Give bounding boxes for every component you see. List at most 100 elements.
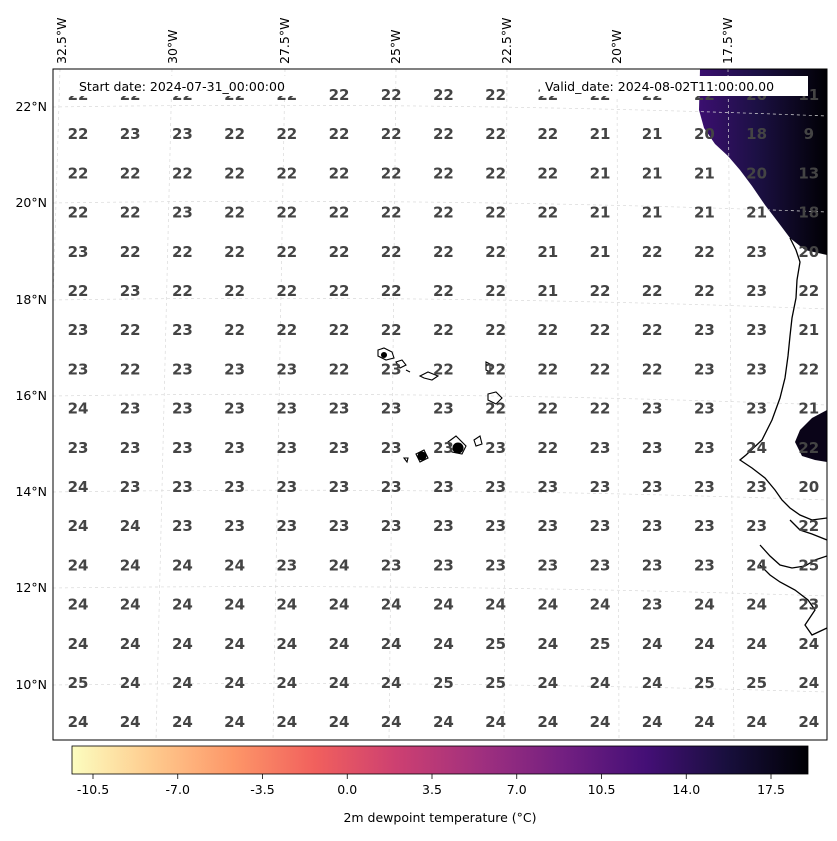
- grid-value: 23: [537, 556, 558, 574]
- grid-value: 25: [746, 674, 767, 692]
- grid-value: 24: [694, 713, 715, 731]
- grid-value: 22: [798, 439, 819, 457]
- grid-value: 24: [224, 713, 245, 731]
- grid-value: 23: [276, 517, 297, 535]
- grid-value: 23: [381, 400, 402, 418]
- grid-value: 23: [172, 204, 193, 222]
- grid-value: 23: [172, 321, 193, 339]
- coastline: [738, 237, 827, 636]
- grid-value: 23: [120, 478, 141, 496]
- longitude-label: 30°W: [165, 29, 180, 64]
- grid-value: 23: [590, 439, 611, 457]
- grid-value: 23: [694, 439, 715, 457]
- map-frame: [52, 68, 828, 741]
- grid-value: 21: [590, 243, 611, 261]
- longitude-label: 17.5°W: [720, 18, 735, 64]
- grid-value: 22: [433, 164, 454, 182]
- grid-value: 24: [433, 713, 454, 731]
- latitude-labels: 22°N 20°N 18°N 16°N 14°N 12°N 10°N: [15, 99, 47, 692]
- grid-value: 22: [642, 243, 663, 261]
- grid-value: 24: [381, 713, 402, 731]
- colorbar-label: 2m dewpoint temperature (°C): [343, 810, 536, 825]
- grid-value: 23: [485, 517, 506, 535]
- grid-value: 24: [590, 674, 611, 692]
- grid-value: 22: [485, 282, 506, 300]
- grid-value: 22: [276, 282, 297, 300]
- grid-value: 22: [537, 400, 558, 418]
- grid-value: 23: [172, 478, 193, 496]
- colorbar-tick-label: -3.5: [250, 782, 274, 797]
- grid-value: 23: [172, 125, 193, 143]
- grid-value: 23: [485, 478, 506, 496]
- grid-value: 22: [381, 321, 402, 339]
- colorbar-gradient: [71, 745, 809, 775]
- grid-value: 24: [798, 635, 819, 653]
- grid-value: 23: [433, 556, 454, 574]
- grid-value: 22: [120, 164, 141, 182]
- grid-value: 24: [68, 556, 89, 574]
- grid-value: 24: [172, 713, 193, 731]
- grid-value: 22: [329, 321, 350, 339]
- grid-value: 24: [642, 635, 663, 653]
- grid-value: 23: [329, 517, 350, 535]
- grid-value: 25: [433, 674, 454, 692]
- latitude-label: 18°N: [15, 292, 47, 307]
- grid-value: 23: [381, 517, 402, 535]
- grid-value: 22: [433, 243, 454, 261]
- grid-value: 24: [68, 478, 89, 496]
- grid-value: 22: [694, 243, 715, 261]
- grid-value: 9: [804, 125, 814, 143]
- latitude-label: 20°N: [15, 195, 47, 210]
- dewpoint-grid-values: 2222222222222222222222222220112223232222…: [68, 86, 820, 731]
- grid-value: 21: [746, 204, 767, 222]
- grid-value: 24: [694, 596, 715, 614]
- grid-value: 22: [276, 204, 297, 222]
- longitude-label: 25°W: [388, 29, 403, 64]
- grid-value: 22: [329, 360, 350, 378]
- grid-value: 22: [329, 164, 350, 182]
- grid-value: 22: [642, 282, 663, 300]
- grid-value: 25: [798, 556, 819, 574]
- latitude-label: 12°N: [15, 580, 47, 595]
- grid-value: 21: [590, 164, 611, 182]
- grid-value: 23: [694, 478, 715, 496]
- grid-value: 24: [590, 596, 611, 614]
- grid-value: 22: [381, 164, 402, 182]
- grid-value: 22: [590, 360, 611, 378]
- grid-value: 24: [329, 556, 350, 574]
- graticule: [53, 69, 827, 740]
- start-date-label: Start date: 2024-07-31_00:00:00: [79, 79, 285, 94]
- grid-value: 23: [172, 400, 193, 418]
- grid-value: 23: [433, 400, 454, 418]
- grid-value: 23: [746, 478, 767, 496]
- grid-value: 24: [276, 635, 297, 653]
- grid-value: 24: [798, 713, 819, 731]
- grid-value: 22: [329, 243, 350, 261]
- grid-value: 21: [642, 204, 663, 222]
- grid-value: 23: [224, 400, 245, 418]
- colorbar-tick-label: 10.5: [588, 782, 616, 797]
- latitude-label: 22°N: [15, 99, 47, 114]
- grid-value: 23: [381, 556, 402, 574]
- grid-value: 24: [172, 635, 193, 653]
- grid-value: 23: [68, 360, 89, 378]
- grid-value: 24: [433, 596, 454, 614]
- grid-value: 25: [485, 674, 506, 692]
- grid-value: 22: [276, 125, 297, 143]
- grid-value: 22: [485, 400, 506, 418]
- colorbar-tick-label: -10.5: [77, 782, 109, 797]
- grid-value: 23: [329, 439, 350, 457]
- grid-value: 23: [276, 439, 297, 457]
- grid-value: 23: [642, 478, 663, 496]
- grid-value: 21: [590, 204, 611, 222]
- valid-date-label: Valid_date: 2024-08-02T11:00:00.00: [545, 79, 774, 94]
- grid-value: 23: [590, 517, 611, 535]
- grid-value: 23: [381, 478, 402, 496]
- grid-value: 23: [746, 243, 767, 261]
- grid-value: 24: [537, 674, 558, 692]
- colorbar-tick-label: 7.0: [507, 782, 527, 797]
- grid-value: 23: [694, 556, 715, 574]
- grid-value: 22: [537, 204, 558, 222]
- grid-value: 24: [537, 713, 558, 731]
- grid-value: 21: [642, 125, 663, 143]
